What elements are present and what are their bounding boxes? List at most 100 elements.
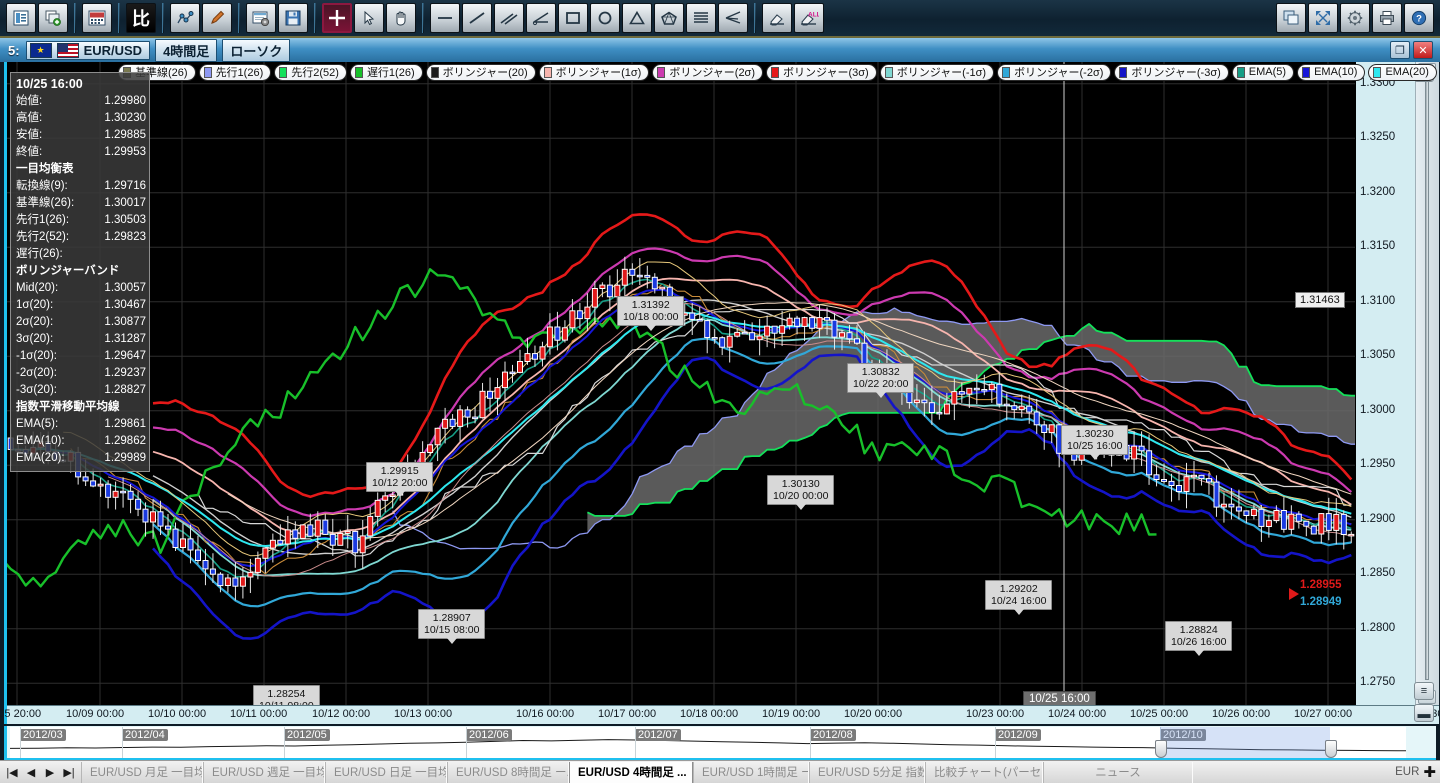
price-axis[interactable]: 1.3300 1.3250 1.3200 1.3150 1.3100 1.3050 1.30… bbox=[1355, 62, 1415, 705]
chart-type-selector[interactable]: ローソク bbox=[222, 38, 291, 62]
navigator-gridline bbox=[284, 727, 285, 758]
us-flag-icon bbox=[56, 42, 79, 58]
fibonacci-fan-icon[interactable] bbox=[526, 3, 556, 33]
legend-label: 先行1(26) bbox=[215, 67, 264, 79]
erase-all-icon[interactable]: ALL bbox=[794, 3, 824, 33]
time-axis-tick: 10/18 00:00 bbox=[680, 708, 739, 720]
time-navigator[interactable]: 2012/03 2012/04 2012/05 2012/06 2012/07 2012/… bbox=[4, 726, 1436, 760]
taskbar-item[interactable]: EUR/USD 4時間足 ... bbox=[569, 761, 693, 783]
callout-price: 1.29915 bbox=[380, 465, 419, 477]
tray-add-icon[interactable]: ✚ bbox=[1423, 764, 1436, 781]
toolbar-group-calendar bbox=[78, 3, 116, 33]
list-icon[interactable] bbox=[6, 3, 36, 33]
info-value: 1.30057 bbox=[104, 282, 146, 294]
price-axis-tick: 1.2800 bbox=[1360, 621, 1396, 634]
legend-item[interactable]: EMA(5) bbox=[1231, 63, 1295, 81]
time-axis-tick: 10/05 20:00 bbox=[0, 708, 42, 720]
legend-item[interactable]: ボリンジャー(3σ) bbox=[766, 63, 877, 81]
taskbar-item[interactable]: ニュース bbox=[1043, 761, 1193, 783]
info-value: 1.29980 bbox=[104, 95, 146, 107]
svg-text:?: ? bbox=[1416, 14, 1422, 25]
legend-item[interactable]: ボリンジャー(1σ) bbox=[538, 63, 650, 81]
legend-item[interactable]: ボリンジャー(-1σ) bbox=[879, 63, 995, 81]
compare-icon[interactable]: 比 bbox=[126, 3, 156, 33]
legend-item[interactable]: ボリンジャー(2σ) bbox=[652, 63, 764, 81]
indicator-legend: 基準線(26) 先行1(26) 先行2(52) 遅行1(26) ボリンジャー(20) ボリ… bbox=[0, 62, 1437, 82]
info-value: 1.28827 bbox=[104, 384, 146, 396]
ichimoku-row: 転換線(9): 1.29716 bbox=[16, 178, 146, 195]
pitchfork-icon[interactable] bbox=[718, 3, 748, 33]
legend-item[interactable]: 遅行1(26) bbox=[349, 63, 423, 81]
chart-settings-icon[interactable] bbox=[246, 3, 276, 33]
fullscreen-icon[interactable] bbox=[1308, 3, 1338, 33]
horizontal-line-icon[interactable] bbox=[430, 3, 460, 33]
next-page-icon[interactable]: ▶ bbox=[45, 766, 55, 779]
selection-right-handle[interactable] bbox=[1325, 740, 1337, 758]
taskbar-item[interactable]: EUR/USD 1時間足 ー... bbox=[693, 761, 809, 783]
timeframe-selector[interactable]: 4時間足 bbox=[155, 38, 218, 62]
info-key: -3σ(20): bbox=[16, 384, 57, 396]
polygon-icon[interactable] bbox=[654, 3, 684, 33]
parallel-lines-icon[interactable] bbox=[494, 3, 524, 33]
taskbar-item[interactable]: EUR/USD 日足 一目均... bbox=[325, 761, 447, 783]
price-axis-tick: 1.3100 bbox=[1360, 294, 1396, 307]
legend-label: ボリンジャー(-2σ) bbox=[1014, 67, 1104, 79]
triangle-icon[interactable] bbox=[622, 3, 652, 33]
price-plot[interactable]: 1.29915 10/12 20:00 1.31392 10/18 00:00 1.30… bbox=[7, 62, 1355, 705]
legend-item[interactable]: ボリンジャー(-2σ) bbox=[997, 63, 1112, 81]
callout-time: 10/25 16:00 bbox=[1067, 440, 1123, 452]
calendar-icon[interactable] bbox=[82, 3, 112, 33]
taskbar-item[interactable]: 比較チャート(パーセント... bbox=[925, 761, 1043, 783]
prev-page-icon[interactable]: ◀ bbox=[26, 766, 36, 779]
price-axis-tick: 1.2850 bbox=[1360, 567, 1396, 580]
legend-item[interactable]: ボリンジャー(-3σ) bbox=[1114, 63, 1229, 81]
crosshair-cursor-icon[interactable] bbox=[322, 3, 352, 33]
toolbar-group-shapes bbox=[426, 3, 752, 33]
close-window-button[interactable]: ✕ bbox=[1413, 41, 1433, 59]
taskbar-item[interactable]: EUR/USD 月足 一目均... bbox=[81, 761, 203, 783]
ema-row: EMA(10): 1.29862 bbox=[16, 433, 146, 450]
legend-item[interactable]: ボリンジャー(20) bbox=[425, 63, 536, 81]
legend-label: ボリンジャー(2σ) bbox=[669, 67, 756, 79]
save-icon[interactable] bbox=[278, 3, 308, 33]
scrollbar-thumb[interactable] bbox=[1425, 80, 1429, 680]
new-window-icon[interactable] bbox=[38, 3, 68, 33]
time-axis[interactable]: 10/05 20:00 10/09 00:00 10/10 00:00 10/11 0… bbox=[0, 705, 1440, 724]
navigator-track[interactable]: 2012/03 2012/04 2012/05 2012/06 2012/07 2012/… bbox=[9, 727, 1407, 758]
first-page-icon[interactable]: |◀ bbox=[6, 766, 18, 779]
print-icon[interactable] bbox=[1372, 3, 1402, 33]
help-icon[interactable]: ? bbox=[1404, 3, 1434, 33]
hand-pan-icon[interactable] bbox=[386, 3, 416, 33]
zoom-out-button[interactable]: ▬ bbox=[1414, 704, 1434, 722]
selection-left-handle[interactable] bbox=[1155, 740, 1167, 758]
pencil-icon[interactable] bbox=[202, 3, 232, 33]
rectangle-icon[interactable] bbox=[558, 3, 588, 33]
eraser-icon[interactable] bbox=[762, 3, 792, 33]
legend-color-swatch bbox=[203, 66, 212, 78]
legend-item[interactable]: EMA(10) bbox=[1297, 63, 1366, 81]
ellipse-icon[interactable] bbox=[590, 3, 620, 33]
legend-item[interactable]: 先行2(52) bbox=[274, 63, 347, 81]
info-ichimoku-title: 一目均衡表 bbox=[16, 163, 74, 175]
arrow-cursor-icon[interactable] bbox=[354, 3, 384, 33]
legend-color-swatch bbox=[1002, 66, 1011, 78]
fibonacci-retracement-icon[interactable] bbox=[686, 3, 716, 33]
cascade-windows-icon[interactable] bbox=[1276, 3, 1306, 33]
taskbar-item[interactable]: EUR/USD 週足 一目均... bbox=[203, 761, 325, 783]
taskbar-item[interactable]: EUR/USD 8時間足 ー... bbox=[447, 761, 569, 783]
restore-window-button[interactable]: ❐ bbox=[1390, 41, 1410, 59]
last-page-icon[interactable]: ▶| bbox=[63, 766, 75, 779]
settings-gear-icon[interactable] bbox=[1340, 3, 1370, 33]
legend-label: EMA(10) bbox=[1314, 66, 1358, 78]
legend-item[interactable]: 先行1(26) bbox=[198, 63, 272, 81]
navigator-selection-range[interactable] bbox=[1160, 727, 1330, 758]
price-axis-scrollbar[interactable]: ▲ ▼ bbox=[1415, 62, 1439, 705]
fit-scale-button[interactable]: ≡ bbox=[1414, 682, 1434, 700]
symbol-selector[interactable]: ★ EUR/USD bbox=[25, 40, 151, 60]
info-value: 1.30230 bbox=[104, 112, 146, 124]
trend-line-icon[interactable] bbox=[462, 3, 492, 33]
legend-item[interactable]: EMA(20) bbox=[1368, 63, 1437, 81]
taskbar-item[interactable]: EUR/USD 5分足 指数... bbox=[809, 761, 925, 783]
info-key: -2σ(20): bbox=[16, 367, 57, 379]
indicator-icon[interactable] bbox=[170, 3, 200, 33]
